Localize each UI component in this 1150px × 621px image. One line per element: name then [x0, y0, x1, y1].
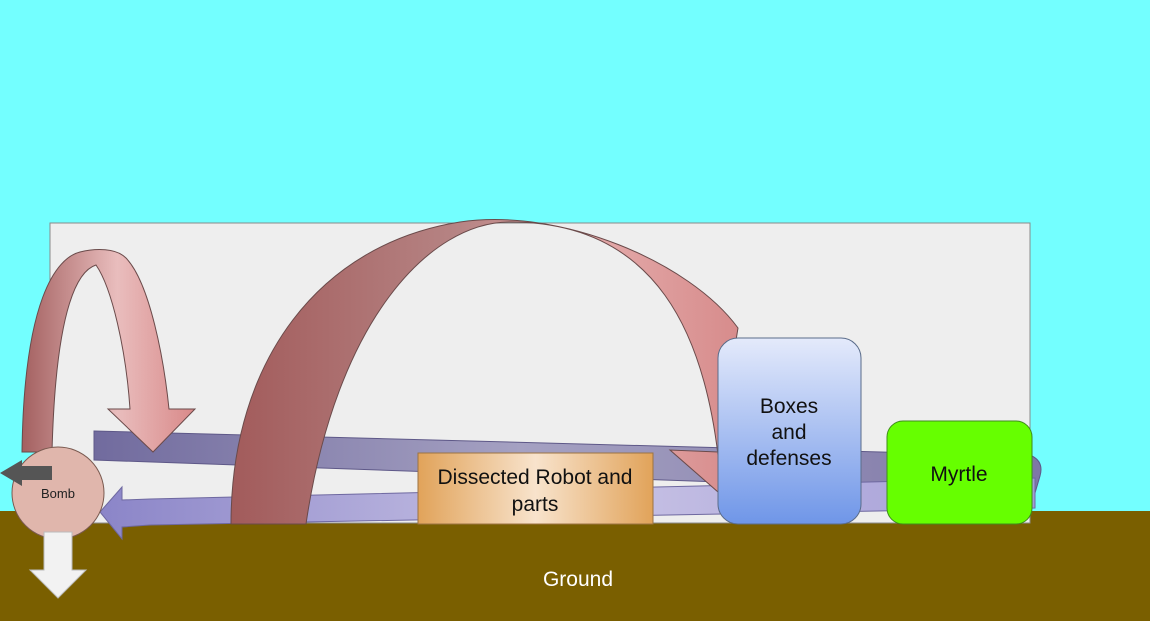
- myrtle-label: Myrtle: [930, 463, 987, 486]
- robot-label-line1: Dissected Robot and: [438, 466, 633, 489]
- ground-label: Ground: [543, 568, 613, 591]
- myrtle-node: Myrtle: [886, 420, 1033, 525]
- boxes-label-line2: and: [771, 421, 806, 444]
- small-curved-arrow: [21, 249, 197, 453]
- ground-band: [0, 511, 1150, 621]
- robot-label-line2: parts: [512, 493, 559, 516]
- bomb-left-arrow-icon: [0, 460, 52, 486]
- boxes-box: [717, 337, 862, 525]
- bomb-node: Bomb: [11, 446, 105, 540]
- boxes-node: Boxes and defenses: [717, 337, 862, 525]
- boxes-label-line3: defenses: [746, 447, 831, 470]
- boxes-label-line1: Boxes: [760, 395, 818, 418]
- robot-box: [417, 452, 654, 525]
- myrtle-box: [886, 420, 1033, 525]
- bomb-label: Bomb: [41, 486, 75, 501]
- bomb-down-arrow-icon: [28, 531, 88, 599]
- robot-node: Dissected Robot and parts: [417, 452, 654, 525]
